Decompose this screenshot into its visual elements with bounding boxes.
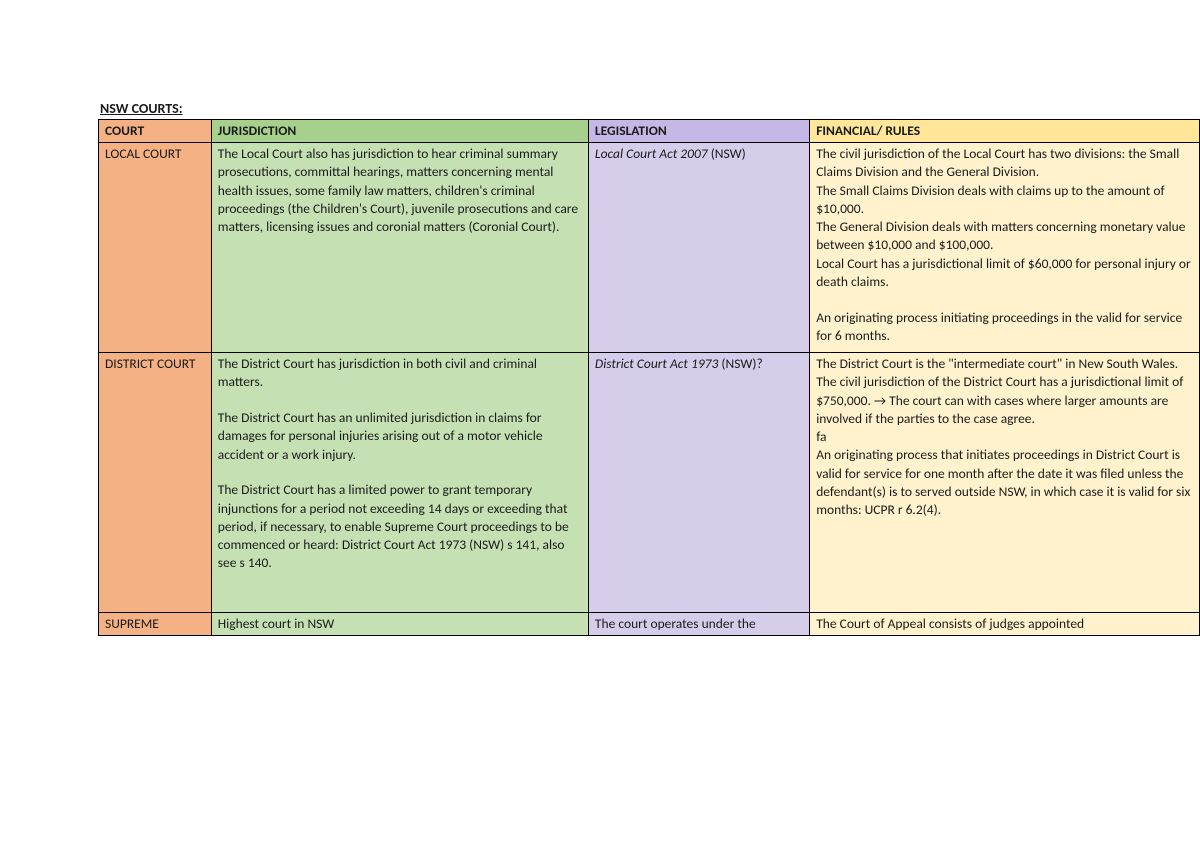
paragraph: The court operates under the	[595, 615, 803, 633]
paragraph: The General Division deals with matters …	[816, 218, 1193, 254]
table-row: DISTRICT COURT The District Court has ju…	[99, 353, 1200, 613]
paragraph: The District Court has an unlimited juri…	[218, 409, 582, 464]
paragraph: Highest court in NSW	[218, 615, 582, 633]
header-legislation: LEGISLATION	[588, 120, 809, 143]
page-title: NSW COURTS:	[100, 100, 1200, 117]
paragraph: The District Court is the "intermediate …	[816, 355, 1193, 373]
cell-jurisdiction: Highest court in NSW	[211, 613, 588, 636]
cell-rules: The District Court is the "intermediate …	[810, 353, 1200, 613]
cell-jurisdiction: The Local Court also has jurisdiction to…	[211, 143, 588, 353]
act-juris: (NSW)	[711, 145, 746, 162]
act-title: District Court Act 1973	[595, 355, 722, 372]
paragraph: The Local Court also has jurisdiction to…	[218, 145, 582, 236]
cell-legislation: The court operates under the	[588, 613, 809, 636]
paragraph: The District Court has a limited power t…	[218, 481, 582, 572]
table-row: SUPREME Highest court in NSW The court o…	[99, 613, 1200, 636]
paragraph: An originating process that initiates pr…	[816, 446, 1193, 519]
paragraph: The District Court has jurisdiction in b…	[218, 355, 582, 391]
table-header-row: COURT JURISDICTION LEGISLATION FINANCIAL…	[99, 120, 1200, 143]
document-page: NSW COURTS: COURT JURISDICTION LEGISLATI…	[0, 0, 1200, 636]
act-title: Local Court Act 2007	[595, 145, 711, 162]
paragraph: The civil jurisdiction of the District C…	[816, 373, 1193, 428]
cell-court: DISTRICT COURT	[99, 353, 212, 613]
paragraph: An originating process initiating procee…	[816, 309, 1193, 345]
paragraph: The Court of Appeal consists of judges a…	[816, 615, 1193, 633]
paragraph: The civil jurisdiction of the Local Cour…	[816, 145, 1193, 181]
cell-jurisdiction: The District Court has jurisdiction in b…	[211, 353, 588, 613]
header-court: COURT	[99, 120, 212, 143]
cell-rules: The civil jurisdiction of the Local Cour…	[810, 143, 1200, 353]
paragraph: The Small Claims Division deals with cla…	[816, 182, 1193, 218]
cell-court: LOCAL COURT	[99, 143, 212, 353]
header-rules: FINANCIAL/ RULES	[810, 120, 1200, 143]
header-jurisdiction: JURISDICTION	[211, 120, 588, 143]
paragraph: Local Court has a jurisdictional limit o…	[816, 255, 1193, 291]
cell-court: SUPREME	[99, 613, 212, 636]
paragraph: fa	[816, 428, 1193, 446]
act-juris: (NSW)?	[721, 355, 762, 372]
courts-table: COURT JURISDICTION LEGISLATION FINANCIAL…	[98, 119, 1200, 636]
table-row: LOCAL COURT The Local Court also has jur…	[99, 143, 1200, 353]
cell-legislation: District Court Act 1973 (NSW)?	[588, 353, 809, 613]
cell-rules: The Court of Appeal consists of judges a…	[810, 613, 1200, 636]
cell-legislation: Local Court Act 2007 (NSW)	[588, 143, 809, 353]
